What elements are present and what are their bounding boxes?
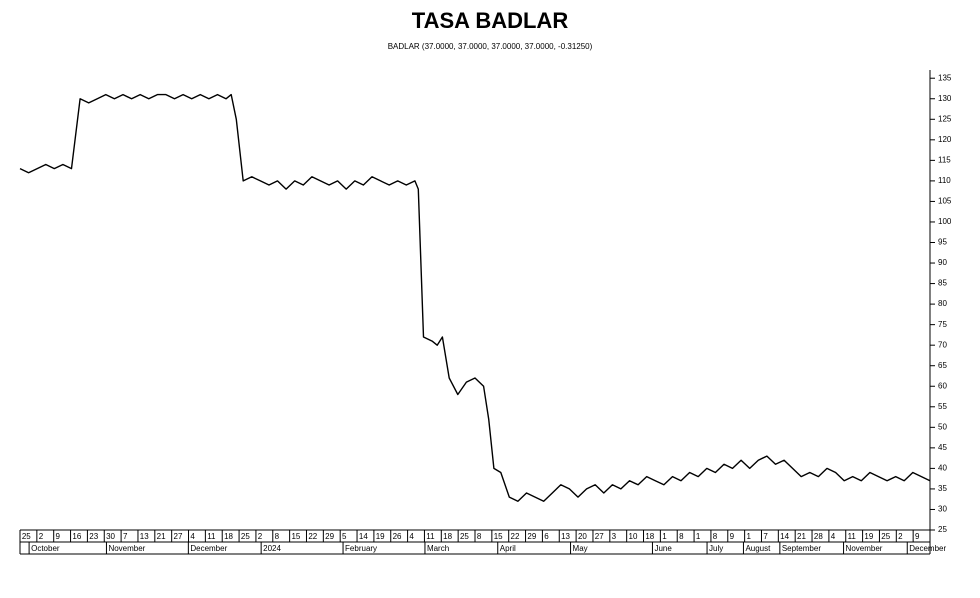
svg-text:25: 25 bbox=[460, 532, 469, 541]
svg-text:25: 25 bbox=[22, 532, 31, 541]
svg-text:21: 21 bbox=[157, 532, 166, 541]
svg-text:65: 65 bbox=[938, 361, 947, 370]
svg-text:16: 16 bbox=[72, 532, 81, 541]
svg-text:35: 35 bbox=[938, 484, 947, 493]
svg-text:8: 8 bbox=[275, 532, 280, 541]
svg-text:December: December bbox=[190, 544, 227, 553]
svg-text:7: 7 bbox=[763, 532, 768, 541]
svg-text:4: 4 bbox=[831, 532, 836, 541]
svg-text:1: 1 bbox=[662, 532, 667, 541]
svg-text:November: November bbox=[846, 544, 883, 553]
svg-text:11: 11 bbox=[207, 532, 216, 541]
svg-text:10: 10 bbox=[629, 532, 638, 541]
svg-text:50: 50 bbox=[938, 422, 947, 431]
svg-text:September: September bbox=[782, 544, 821, 553]
svg-text:11: 11 bbox=[426, 532, 435, 541]
svg-text:8: 8 bbox=[713, 532, 718, 541]
svg-text:3: 3 bbox=[612, 532, 617, 541]
svg-text:4: 4 bbox=[409, 532, 414, 541]
svg-text:125: 125 bbox=[938, 114, 952, 123]
svg-text:18: 18 bbox=[645, 532, 654, 541]
svg-text:August: August bbox=[745, 544, 771, 553]
svg-text:15: 15 bbox=[291, 532, 300, 541]
svg-text:105: 105 bbox=[938, 197, 952, 206]
svg-text:20: 20 bbox=[578, 532, 587, 541]
svg-text:14: 14 bbox=[780, 532, 789, 541]
svg-text:95: 95 bbox=[938, 238, 947, 247]
svg-text:19: 19 bbox=[864, 532, 873, 541]
svg-text:15: 15 bbox=[494, 532, 503, 541]
svg-text:135: 135 bbox=[938, 73, 952, 82]
svg-text:30: 30 bbox=[938, 505, 947, 514]
svg-text:90: 90 bbox=[938, 258, 947, 267]
svg-text:9: 9 bbox=[915, 532, 920, 541]
svg-text:25: 25 bbox=[881, 532, 890, 541]
svg-text:2: 2 bbox=[898, 532, 903, 541]
svg-text:27: 27 bbox=[595, 532, 604, 541]
svg-text:100: 100 bbox=[938, 217, 952, 226]
svg-text:June: June bbox=[654, 544, 672, 553]
svg-text:60: 60 bbox=[938, 381, 947, 390]
series-line bbox=[20, 95, 930, 502]
svg-text:April: April bbox=[500, 544, 516, 553]
svg-text:9: 9 bbox=[730, 532, 735, 541]
svg-text:29: 29 bbox=[527, 532, 536, 541]
svg-text:8: 8 bbox=[679, 532, 684, 541]
svg-text:75: 75 bbox=[938, 320, 947, 329]
svg-text:1: 1 bbox=[746, 532, 751, 541]
svg-text:2024: 2024 bbox=[263, 544, 281, 553]
svg-text:28: 28 bbox=[814, 532, 823, 541]
svg-text:27: 27 bbox=[174, 532, 183, 541]
svg-text:22: 22 bbox=[511, 532, 520, 541]
svg-text:2: 2 bbox=[258, 532, 263, 541]
chart-canvas: 2530354045505560657075808590951001051101… bbox=[0, 0, 980, 598]
svg-text:13: 13 bbox=[561, 532, 570, 541]
svg-text:December: December bbox=[909, 544, 946, 553]
svg-text:March: March bbox=[427, 544, 449, 553]
svg-text:115: 115 bbox=[938, 155, 951, 164]
svg-text:14: 14 bbox=[359, 532, 368, 541]
svg-text:8: 8 bbox=[477, 532, 482, 541]
svg-text:85: 85 bbox=[938, 279, 947, 288]
svg-text:30: 30 bbox=[106, 532, 115, 541]
svg-text:70: 70 bbox=[938, 340, 947, 349]
svg-text:25: 25 bbox=[241, 532, 250, 541]
svg-text:13: 13 bbox=[140, 532, 149, 541]
svg-text:120: 120 bbox=[938, 135, 952, 144]
svg-text:40: 40 bbox=[938, 464, 947, 473]
svg-text:7: 7 bbox=[123, 532, 128, 541]
svg-text:October: October bbox=[31, 544, 60, 553]
svg-text:23: 23 bbox=[89, 532, 98, 541]
svg-text:18: 18 bbox=[443, 532, 452, 541]
svg-text:29: 29 bbox=[325, 532, 334, 541]
svg-text:November: November bbox=[108, 544, 145, 553]
svg-text:1: 1 bbox=[696, 532, 701, 541]
svg-text:4: 4 bbox=[190, 532, 195, 541]
svg-text:55: 55 bbox=[938, 402, 947, 411]
svg-text:6: 6 bbox=[544, 532, 549, 541]
svg-text:5: 5 bbox=[342, 532, 347, 541]
line-chart: TASA BADLAR BADLAR (37.0000, 37.0000, 37… bbox=[0, 0, 980, 598]
svg-text:19: 19 bbox=[376, 532, 385, 541]
svg-text:26: 26 bbox=[393, 532, 402, 541]
svg-text:25: 25 bbox=[938, 525, 947, 534]
svg-text:July: July bbox=[709, 544, 723, 553]
svg-text:9: 9 bbox=[56, 532, 61, 541]
svg-text:22: 22 bbox=[308, 532, 317, 541]
svg-text:45: 45 bbox=[938, 443, 947, 452]
svg-text:May: May bbox=[573, 544, 588, 553]
svg-text:110: 110 bbox=[938, 176, 951, 185]
svg-text:11: 11 bbox=[848, 532, 857, 541]
svg-text:21: 21 bbox=[797, 532, 806, 541]
svg-text:February: February bbox=[345, 544, 377, 553]
svg-text:80: 80 bbox=[938, 299, 947, 308]
svg-text:18: 18 bbox=[224, 532, 233, 541]
svg-text:2: 2 bbox=[39, 532, 44, 541]
svg-text:130: 130 bbox=[938, 94, 952, 103]
